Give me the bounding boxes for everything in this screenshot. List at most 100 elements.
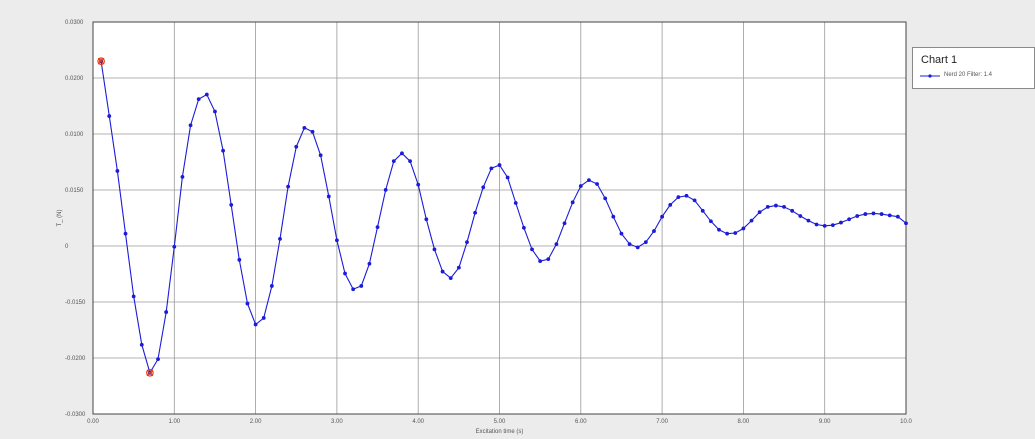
data-point bbox=[887, 213, 892, 218]
data-point bbox=[692, 198, 697, 203]
data-point bbox=[798, 214, 803, 218]
data-point bbox=[180, 174, 185, 179]
data-point bbox=[879, 212, 884, 216]
data-point bbox=[570, 200, 575, 205]
data-point bbox=[611, 214, 616, 219]
data-point bbox=[408, 159, 412, 164]
data-point bbox=[123, 231, 128, 236]
data-point bbox=[310, 129, 315, 134]
data-point bbox=[359, 284, 364, 288]
data-point bbox=[708, 219, 713, 224]
y-tick-label: 0.0150 bbox=[65, 188, 84, 194]
data-point bbox=[367, 261, 372, 266]
x-tick-label: 0.00 bbox=[87, 419, 99, 425]
data-point bbox=[741, 226, 746, 231]
data-point bbox=[546, 257, 551, 262]
data-point bbox=[481, 185, 486, 190]
data-point bbox=[603, 196, 608, 201]
data-point bbox=[757, 210, 762, 215]
x-tick-label: 8.00 bbox=[738, 419, 750, 425]
data-point bbox=[814, 222, 819, 227]
data-point bbox=[229, 203, 234, 207]
x-tick-label: 10.0 bbox=[900, 419, 912, 425]
legend-series-label: Nerd 20 Filter: 1.4 bbox=[944, 72, 993, 78]
data-point bbox=[554, 242, 559, 247]
data-point bbox=[627, 242, 632, 247]
data-point bbox=[115, 169, 120, 173]
data-point bbox=[326, 194, 331, 199]
data-point bbox=[221, 148, 225, 153]
data-point bbox=[774, 203, 778, 208]
data-point bbox=[595, 182, 599, 186]
x-tick-label: 2.00 bbox=[250, 419, 262, 425]
data-point bbox=[587, 178, 591, 183]
data-point bbox=[871, 211, 876, 216]
data-point bbox=[725, 231, 730, 236]
data-point bbox=[895, 214, 900, 219]
data-point bbox=[578, 184, 583, 188]
data-point bbox=[822, 223, 827, 228]
data-point bbox=[904, 221, 908, 226]
data-point bbox=[847, 217, 851, 222]
y-tick-label: 0.0100 bbox=[65, 132, 84, 138]
data-point bbox=[855, 214, 860, 218]
data-point bbox=[375, 225, 380, 230]
data-point bbox=[806, 218, 811, 223]
data-point bbox=[465, 240, 469, 245]
data-point bbox=[619, 231, 624, 236]
x-tick-label: 1.00 bbox=[168, 419, 180, 425]
y-tick-label: 0 bbox=[65, 244, 69, 250]
data-point bbox=[245, 301, 250, 306]
data-point bbox=[278, 237, 282, 241]
data-point bbox=[749, 218, 754, 223]
data-point bbox=[513, 201, 518, 205]
series-line bbox=[100, 61, 907, 375]
data-point bbox=[204, 92, 209, 97]
data-point bbox=[351, 287, 356, 292]
data-point bbox=[473, 210, 478, 215]
data-point bbox=[668, 203, 673, 207]
plot-frame bbox=[92, 21, 907, 415]
data-point bbox=[839, 220, 843, 225]
data-point bbox=[286, 184, 291, 189]
data-point bbox=[635, 245, 640, 250]
data-point bbox=[343, 271, 347, 276]
legend-entry: Nerd 20 Filter: 1.4 bbox=[919, 71, 1035, 81]
data-point bbox=[782, 204, 786, 209]
x-tick-label: 6.00 bbox=[575, 419, 587, 425]
data-point bbox=[172, 244, 177, 249]
data-point bbox=[733, 231, 738, 235]
x-tick-label: 3.00 bbox=[331, 419, 343, 425]
data-point bbox=[139, 342, 144, 347]
data-point bbox=[432, 247, 437, 252]
data-point bbox=[530, 247, 534, 252]
data-point bbox=[237, 257, 242, 262]
data-point bbox=[440, 269, 445, 274]
data-point bbox=[660, 214, 664, 219]
y-tick-label: 0.0300 bbox=[65, 20, 84, 26]
data-point bbox=[765, 204, 770, 209]
y-tick-label: -0.0200 bbox=[65, 356, 86, 362]
data-point bbox=[131, 294, 136, 299]
y-axis-title: T_ (N) bbox=[57, 210, 63, 227]
data-point bbox=[790, 208, 795, 213]
data-point bbox=[302, 125, 307, 130]
data-point bbox=[188, 123, 193, 128]
data-point bbox=[489, 166, 494, 171]
data-point bbox=[383, 188, 388, 192]
data-point bbox=[424, 217, 429, 222]
data-point bbox=[253, 322, 258, 327]
data-point bbox=[448, 276, 453, 281]
legend: Chart 1 Nerd 20 Filter: 1.4 bbox=[912, 47, 1035, 89]
data-point bbox=[213, 109, 217, 114]
data-point bbox=[497, 163, 502, 167]
data-point bbox=[156, 357, 160, 362]
x-tick-label: 4.00 bbox=[412, 419, 424, 425]
y-tick-label: 0.0200 bbox=[65, 76, 84, 82]
y-tick-label: -0.0300 bbox=[65, 412, 86, 418]
data-point bbox=[164, 310, 169, 314]
data-point bbox=[294, 144, 299, 149]
legend-series-swatch bbox=[920, 74, 940, 78]
y-tick-label: -0.0150 bbox=[65, 300, 86, 306]
